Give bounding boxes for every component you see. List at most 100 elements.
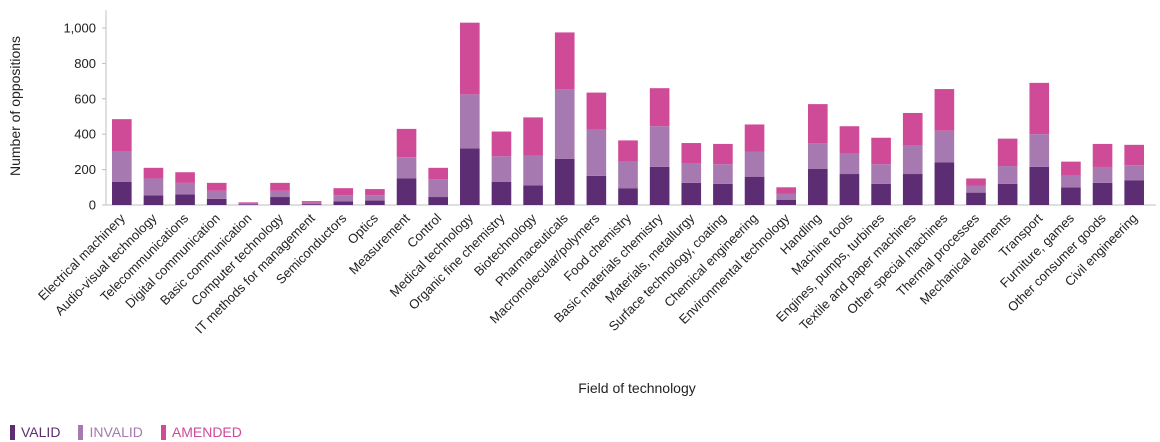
- bar-segment-valid: [744, 176, 765, 205]
- bar-segment-valid: [1061, 187, 1081, 205]
- bar-segment-amended: [713, 143, 733, 165]
- bar-segment-valid: [618, 188, 638, 205]
- bar-segment-valid: [491, 181, 512, 205]
- bar-segment-amended: [1029, 82, 1050, 135]
- bar-segment-valid: [143, 195, 164, 205]
- bar-segment-valid: [902, 174, 923, 205]
- bar-segment-invalid: [1124, 165, 1144, 181]
- bar-segment-valid: [112, 181, 132, 205]
- bar-segment-invalid: [428, 179, 448, 198]
- bar-segment-invalid: [523, 155, 543, 186]
- x-axis-title: Field of technology: [578, 380, 696, 396]
- bar-segment-amended: [301, 201, 322, 203]
- y-tick-label: 400: [74, 127, 96, 142]
- bar-segment-amended: [175, 172, 195, 183]
- bar-segment-amended: [428, 167, 448, 180]
- bar-segment-invalid: [966, 185, 986, 193]
- bar-segment-invalid: [396, 157, 417, 179]
- bar-segment-amended: [681, 143, 702, 164]
- y-tick-label: 200: [74, 162, 96, 177]
- bars: [112, 22, 1144, 205]
- bar-segment-invalid: [270, 190, 290, 198]
- bar-segment-amended: [365, 189, 385, 196]
- bar-segment-amended: [206, 182, 227, 191]
- bar-segment-valid: [839, 174, 860, 205]
- bar-segment-valid: [523, 185, 543, 205]
- bar-segment-amended: [871, 137, 891, 165]
- bar-segment-invalid: [618, 161, 638, 189]
- bar-segment-invalid: [586, 129, 607, 176]
- bar-segment-invalid: [839, 153, 860, 175]
- y-axis-title: Number of oppositions: [7, 36, 23, 176]
- legend-label-amended: AMENDED: [171, 424, 242, 440]
- legend-swatch-amended: [160, 424, 166, 440]
- bar-segment-amended: [808, 104, 828, 144]
- y-tick-label: 800: [74, 56, 96, 71]
- bar-segment-valid: [934, 162, 955, 205]
- bar-segment-invalid: [301, 202, 322, 205]
- legend-item-amended: AMENDED: [160, 424, 242, 440]
- bar-segment-amended: [333, 188, 354, 196]
- bar-segment-invalid: [744, 151, 765, 177]
- bar-segment-valid: [776, 199, 796, 205]
- bar-segment-amended: [238, 202, 259, 204]
- bar-segment-amended: [586, 92, 607, 130]
- bar-segment-amended: [1124, 144, 1144, 166]
- bar-segment-valid: [997, 183, 1018, 205]
- bar-segment-valid: [460, 148, 480, 205]
- bar-segment-amended: [523, 117, 543, 156]
- bar-segment-invalid: [776, 193, 796, 200]
- bar-segment-amended: [776, 187, 796, 194]
- legend-label-valid: VALID: [21, 424, 61, 440]
- bar-segment-valid: [206, 198, 227, 205]
- y-tick-label: 600: [74, 91, 96, 106]
- legend-item-valid: VALID: [10, 424, 60, 440]
- bar-segment-invalid: [460, 94, 480, 149]
- bar-segment-valid: [1029, 166, 1050, 205]
- bar-segment-invalid: [713, 164, 733, 184]
- bar-segment-invalid: [649, 126, 670, 167]
- bar-segment-invalid: [1061, 175, 1081, 188]
- bar-segment-amended: [460, 22, 480, 95]
- bar-segment-invalid: [997, 166, 1018, 184]
- bar-segment-invalid: [1029, 134, 1050, 167]
- bar-segment-valid: [966, 192, 986, 205]
- bar-segment-valid: [1092, 182, 1113, 205]
- y-tick-label: 0: [89, 198, 96, 213]
- bar-segment-valid: [238, 204, 259, 205]
- bar-segment-invalid: [112, 151, 132, 182]
- bar-segment-valid: [270, 197, 290, 205]
- bar-segment-valid: [1124, 180, 1144, 205]
- bar-segment-amended: [112, 119, 132, 152]
- bar-segment-invalid: [333, 195, 354, 202]
- bar-segment-valid: [365, 200, 385, 205]
- bar-segment-valid: [554, 158, 575, 205]
- bar-segment-invalid: [143, 178, 164, 196]
- bar-segment-valid: [681, 182, 702, 205]
- bar-segment-amended: [649, 88, 670, 127]
- bar-segment-invalid: [681, 163, 702, 183]
- bar-segment-valid: [649, 166, 670, 205]
- legend-item-invalid: INVALID: [78, 424, 143, 440]
- bar-segment-amended: [997, 138, 1018, 167]
- bar-segment-valid: [713, 183, 733, 205]
- bar-segment-amended: [554, 32, 575, 90]
- y-tick-label: 1,000: [63, 21, 96, 36]
- bar-segment-amended: [966, 178, 986, 186]
- bar-segment-invalid: [238, 203, 259, 205]
- bar-segment-invalid: [365, 195, 385, 201]
- bar-segment-invalid: [554, 89, 575, 159]
- bar-segment-valid: [808, 168, 828, 205]
- bar-segment-amended: [1061, 161, 1081, 176]
- y-axis: 0 200 400 600 800 1,000: [63, 10, 1156, 213]
- legend: VALID INVALID AMENDED: [10, 424, 242, 440]
- bar-segment-valid: [301, 204, 322, 205]
- bar-segment-valid: [586, 175, 607, 205]
- bar-segment-valid: [871, 183, 891, 205]
- bar-segment-amended: [270, 182, 290, 191]
- bar-segment-invalid: [871, 164, 891, 184]
- bar-segment-amended: [839, 126, 860, 154]
- bar-segment-valid: [396, 178, 417, 205]
- bar-segment-invalid: [491, 156, 512, 182]
